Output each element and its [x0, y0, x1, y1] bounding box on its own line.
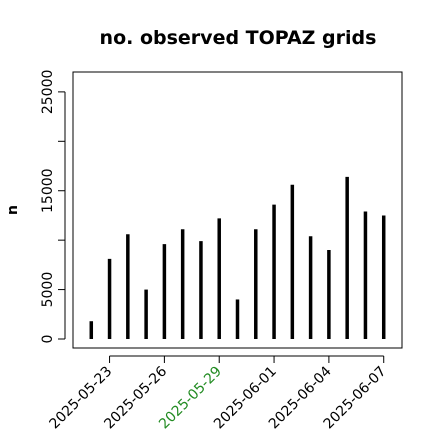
- y-tick-label: 15000: [40, 168, 56, 213]
- chart-title: no. observed TOPAZ grids: [100, 27, 377, 49]
- y-tick-label: 25000: [40, 70, 56, 115]
- y-tick-label: 5000: [40, 272, 56, 308]
- x-axis: 2025-05-232025-05-262025-05-292025-06-01…: [47, 355, 390, 432]
- y-axis: 0 5000 15000 25000: [40, 70, 66, 344]
- y-axis-label: n: [5, 205, 21, 215]
- bars: [89, 176, 386, 339]
- plot-area: [72, 71, 403, 349]
- y-tick-label: 0: [40, 335, 56, 344]
